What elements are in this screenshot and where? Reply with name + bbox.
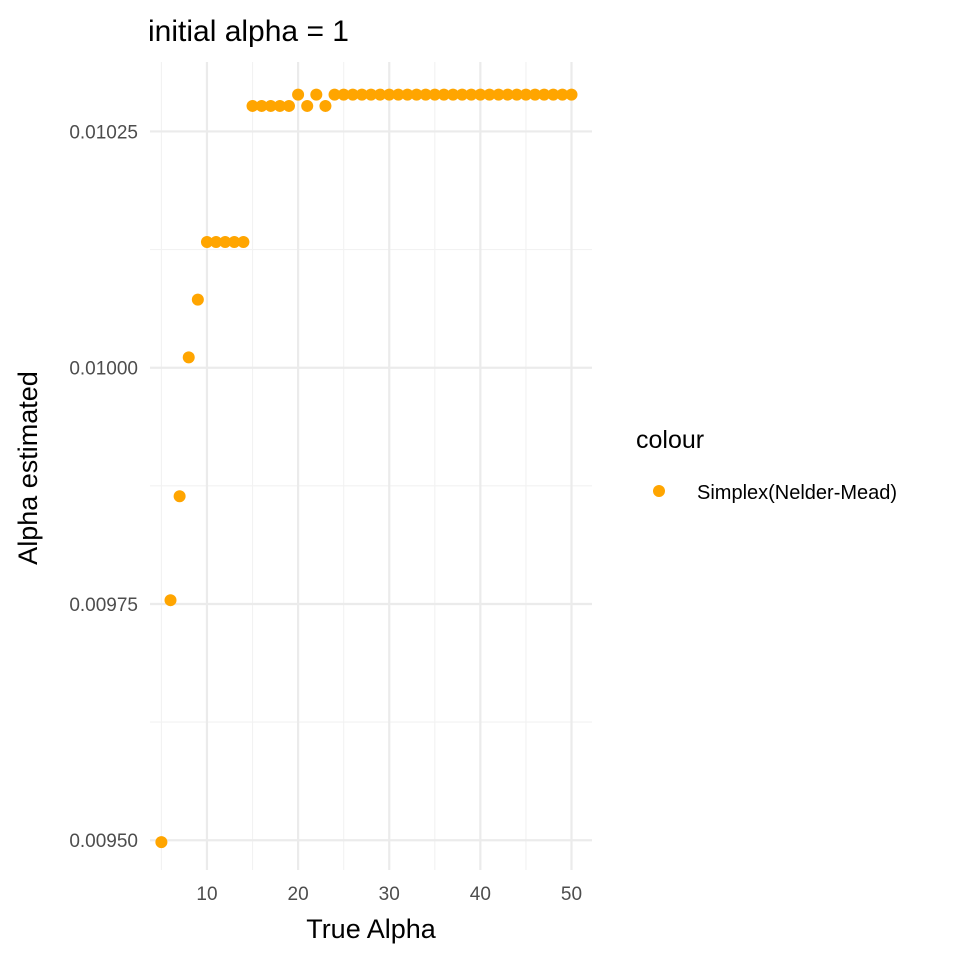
data-point	[355, 88, 368, 101]
data-point	[474, 88, 487, 101]
legend-key-point	[653, 485, 665, 497]
legend-label: Simplex(Nelder-Mead)	[697, 482, 897, 504]
y-tick-label: 0.01025	[69, 122, 138, 143]
data-point	[465, 88, 478, 101]
data-point	[529, 88, 542, 101]
axis-ticks: 10 20 30 40 50 0.00950 0.00975 0.01000 0.01025	[69, 122, 582, 905]
data-point	[492, 88, 505, 101]
data-point	[200, 236, 213, 249]
data-point	[410, 88, 423, 101]
data-point	[365, 88, 377, 101]
x-tick-label: 10	[196, 884, 217, 905]
x-tick-label: 40	[470, 884, 491, 905]
data-point	[519, 88, 532, 101]
data-point	[210, 236, 223, 249]
data-point	[237, 236, 250, 249]
data-point	[155, 836, 168, 849]
data-point	[547, 88, 560, 101]
data-point	[437, 88, 450, 101]
data-points	[155, 88, 578, 849]
y-tick-label: 0.00950	[69, 831, 138, 852]
data-point	[319, 99, 332, 112]
data-point	[392, 88, 405, 101]
data-point	[401, 88, 414, 101]
data-point	[556, 88, 569, 101]
data-point	[173, 490, 186, 503]
data-point	[191, 293, 204, 306]
data-point	[383, 88, 396, 101]
data-point	[246, 99, 259, 112]
x-axis-title: True Alpha	[306, 914, 437, 944]
x-tick-label: 50	[561, 884, 582, 905]
y-axis-title: Alpha estimated	[13, 371, 43, 565]
x-tick-label: 20	[288, 884, 309, 905]
data-point	[374, 88, 387, 101]
data-point	[428, 88, 441, 101]
y-tick-label: 0.01000	[69, 359, 138, 380]
y-tick-label: 0.00975	[69, 595, 138, 616]
data-point	[483, 88, 496, 101]
data-point	[273, 99, 286, 112]
data-point	[228, 236, 241, 249]
data-point	[501, 88, 514, 101]
data-point	[255, 99, 268, 112]
data-point	[538, 88, 551, 101]
data-point	[346, 88, 359, 101]
legend-title: colour	[636, 426, 704, 454]
x-tick-label: 30	[379, 884, 400, 905]
data-point	[292, 88, 305, 101]
data-point	[328, 88, 341, 101]
data-point	[310, 88, 323, 101]
chart-title: initial alpha = 1	[148, 15, 349, 48]
data-point	[447, 88, 460, 101]
data-point	[219, 236, 232, 249]
legend: colour Simplex(Nelder-Mead)	[636, 426, 897, 504]
data-point	[456, 88, 469, 101]
grid-lines	[150, 62, 592, 870]
data-point	[565, 88, 578, 101]
data-point	[510, 88, 523, 101]
data-point	[264, 99, 277, 112]
data-point	[282, 99, 295, 112]
data-point	[337, 88, 350, 101]
data-point	[419, 88, 432, 101]
data-point	[182, 351, 195, 364]
data-point	[164, 594, 177, 607]
data-point	[301, 99, 314, 112]
